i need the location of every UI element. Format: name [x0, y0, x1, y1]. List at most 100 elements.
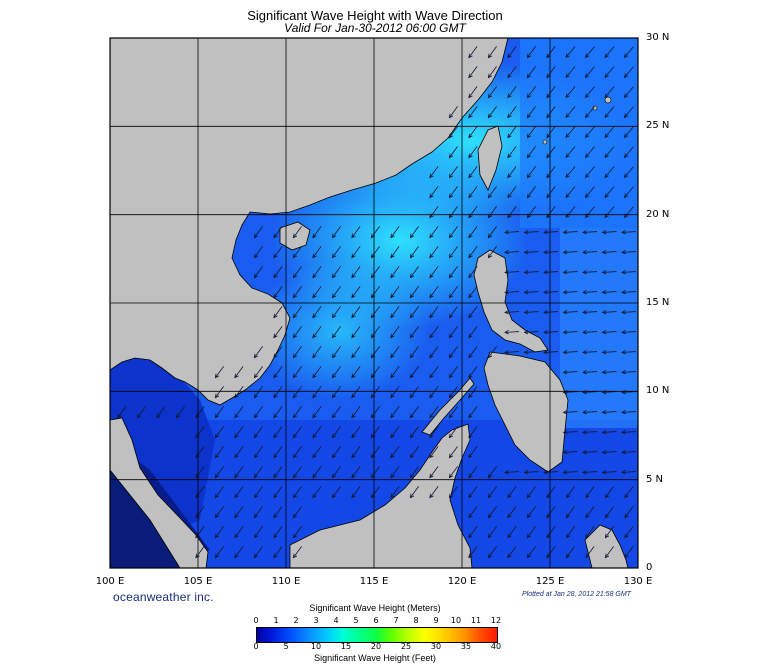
wave-arrow-head: [468, 373, 473, 379]
wave-arrow: [273, 286, 283, 298]
feet-tick-label: 35: [460, 642, 472, 651]
feet-tick-label: 0: [253, 642, 259, 651]
feet-tick-label: 30: [430, 642, 442, 651]
wave-arrow-head: [487, 553, 493, 559]
pacific-east: [520, 38, 638, 228]
wave-arrow-head: [292, 433, 298, 439]
wave-arrow: [312, 266, 322, 278]
wave-arrow-head: [390, 453, 395, 459]
meter-tick-label: 10: [450, 616, 462, 625]
wave-arrow: [273, 546, 283, 558]
wave-arrow: [254, 426, 263, 438]
wave-arrow-head: [507, 153, 512, 159]
wave-arrow-head: [562, 330, 568, 335]
wave-arrow: [602, 431, 617, 433]
wave-arrow: [273, 446, 283, 458]
wave-arrow: [527, 206, 536, 218]
wave-arrow-head: [214, 413, 220, 419]
wave-arrow-head: [546, 113, 551, 119]
wave-arrow: [273, 386, 283, 398]
wave-arrow: [488, 486, 497, 498]
wave-arrow-head: [448, 493, 454, 499]
wave-arrow-head: [448, 353, 454, 359]
wave-arrow: [507, 126, 517, 138]
wave-arrow: [215, 366, 224, 378]
wave-arrow-head: [292, 393, 298, 399]
wave-arrow: [563, 431, 578, 433]
wave-arrow: [468, 226, 478, 238]
latitude-label: 0: [646, 562, 653, 573]
wave-arrow-head: [292, 293, 298, 299]
wave-arrow: [604, 166, 615, 178]
wave-arrow: [273, 406, 283, 418]
wave-arrow-head: [292, 453, 298, 459]
wave-arrow: [234, 426, 244, 438]
wave-arrow: [565, 186, 576, 198]
wave-arrow-head: [604, 193, 609, 199]
wave-arrow-head: [292, 273, 298, 279]
wave-arrow: [546, 526, 556, 538]
wave-arrow-head: [253, 393, 259, 399]
wave-arrow: [371, 286, 380, 298]
wave-arrow: [390, 226, 400, 238]
wave-arrow-head: [331, 273, 337, 279]
wave-arrow: [234, 466, 244, 478]
feet-tick-label: 10: [310, 642, 322, 651]
wave-arrow: [582, 271, 598, 273]
wave-arrow-head: [448, 293, 454, 299]
color-scale-bar: [256, 627, 498, 643]
wave-arrow-head: [292, 533, 298, 539]
wave-arrow: [624, 86, 634, 98]
wave-arrow-head: [448, 193, 454, 199]
wave-arrow-head: [584, 173, 590, 179]
wave-arrow-head: [175, 413, 181, 419]
wave-direction-arrows: [117, 46, 637, 559]
wave-arrow-head: [253, 413, 259, 419]
wave-arrow-head: [507, 133, 512, 139]
wave-arrow: [624, 506, 634, 518]
wave-arrow: [468, 166, 478, 178]
wave-arrow: [468, 546, 478, 558]
wave-arrow-head: [273, 393, 278, 399]
land-sumatra: [110, 469, 181, 568]
wave-arrow: [585, 46, 595, 58]
wave-arrow: [429, 446, 439, 458]
wave-arrow-head: [273, 413, 278, 419]
wave-arrow: [429, 406, 439, 418]
wave-arrow: [527, 166, 536, 178]
wave-arrow-head: [621, 350, 626, 355]
wave-arrow-head: [468, 413, 473, 419]
longitude-label: 105 E: [183, 576, 213, 587]
wave-arrow: [390, 446, 400, 458]
wave-arrow-head: [214, 393, 220, 399]
wave-arrow-head: [504, 230, 509, 235]
wave-arrow: [273, 306, 283, 318]
wave-arrow-head: [565, 493, 571, 499]
meter-tick-label: 2: [293, 616, 299, 625]
wave-arrow: [604, 186, 615, 198]
wave-arrow-head: [604, 133, 609, 139]
wave-arrow: [624, 526, 634, 538]
wave-arrow: [215, 506, 224, 518]
wave-arrow: [371, 246, 380, 258]
wave-arrow: [273, 366, 283, 378]
wave-arrow-head: [448, 453, 454, 459]
wave-arrow: [429, 466, 439, 478]
wave-arrow-head: [468, 133, 473, 139]
wave-arrow-head: [273, 453, 278, 459]
wave-arrow-head: [623, 53, 629, 59]
wave-arrow-head: [292, 493, 298, 499]
wave-arrow: [527, 506, 536, 518]
wave-arrow: [488, 526, 497, 538]
wave-arrow-head: [526, 513, 532, 519]
wave-arrow: [624, 166, 634, 178]
wave-arrow-head: [312, 373, 317, 379]
wave-arrow-head: [253, 493, 259, 499]
wave-arrow: [429, 486, 439, 498]
wave-arrow-head: [487, 193, 493, 199]
wave-arrow-head: [624, 553, 629, 559]
wave-arrow: [527, 486, 536, 498]
wave-arrow: [371, 406, 380, 418]
wave-arrow: [351, 266, 361, 278]
wave-arrow: [507, 106, 517, 118]
